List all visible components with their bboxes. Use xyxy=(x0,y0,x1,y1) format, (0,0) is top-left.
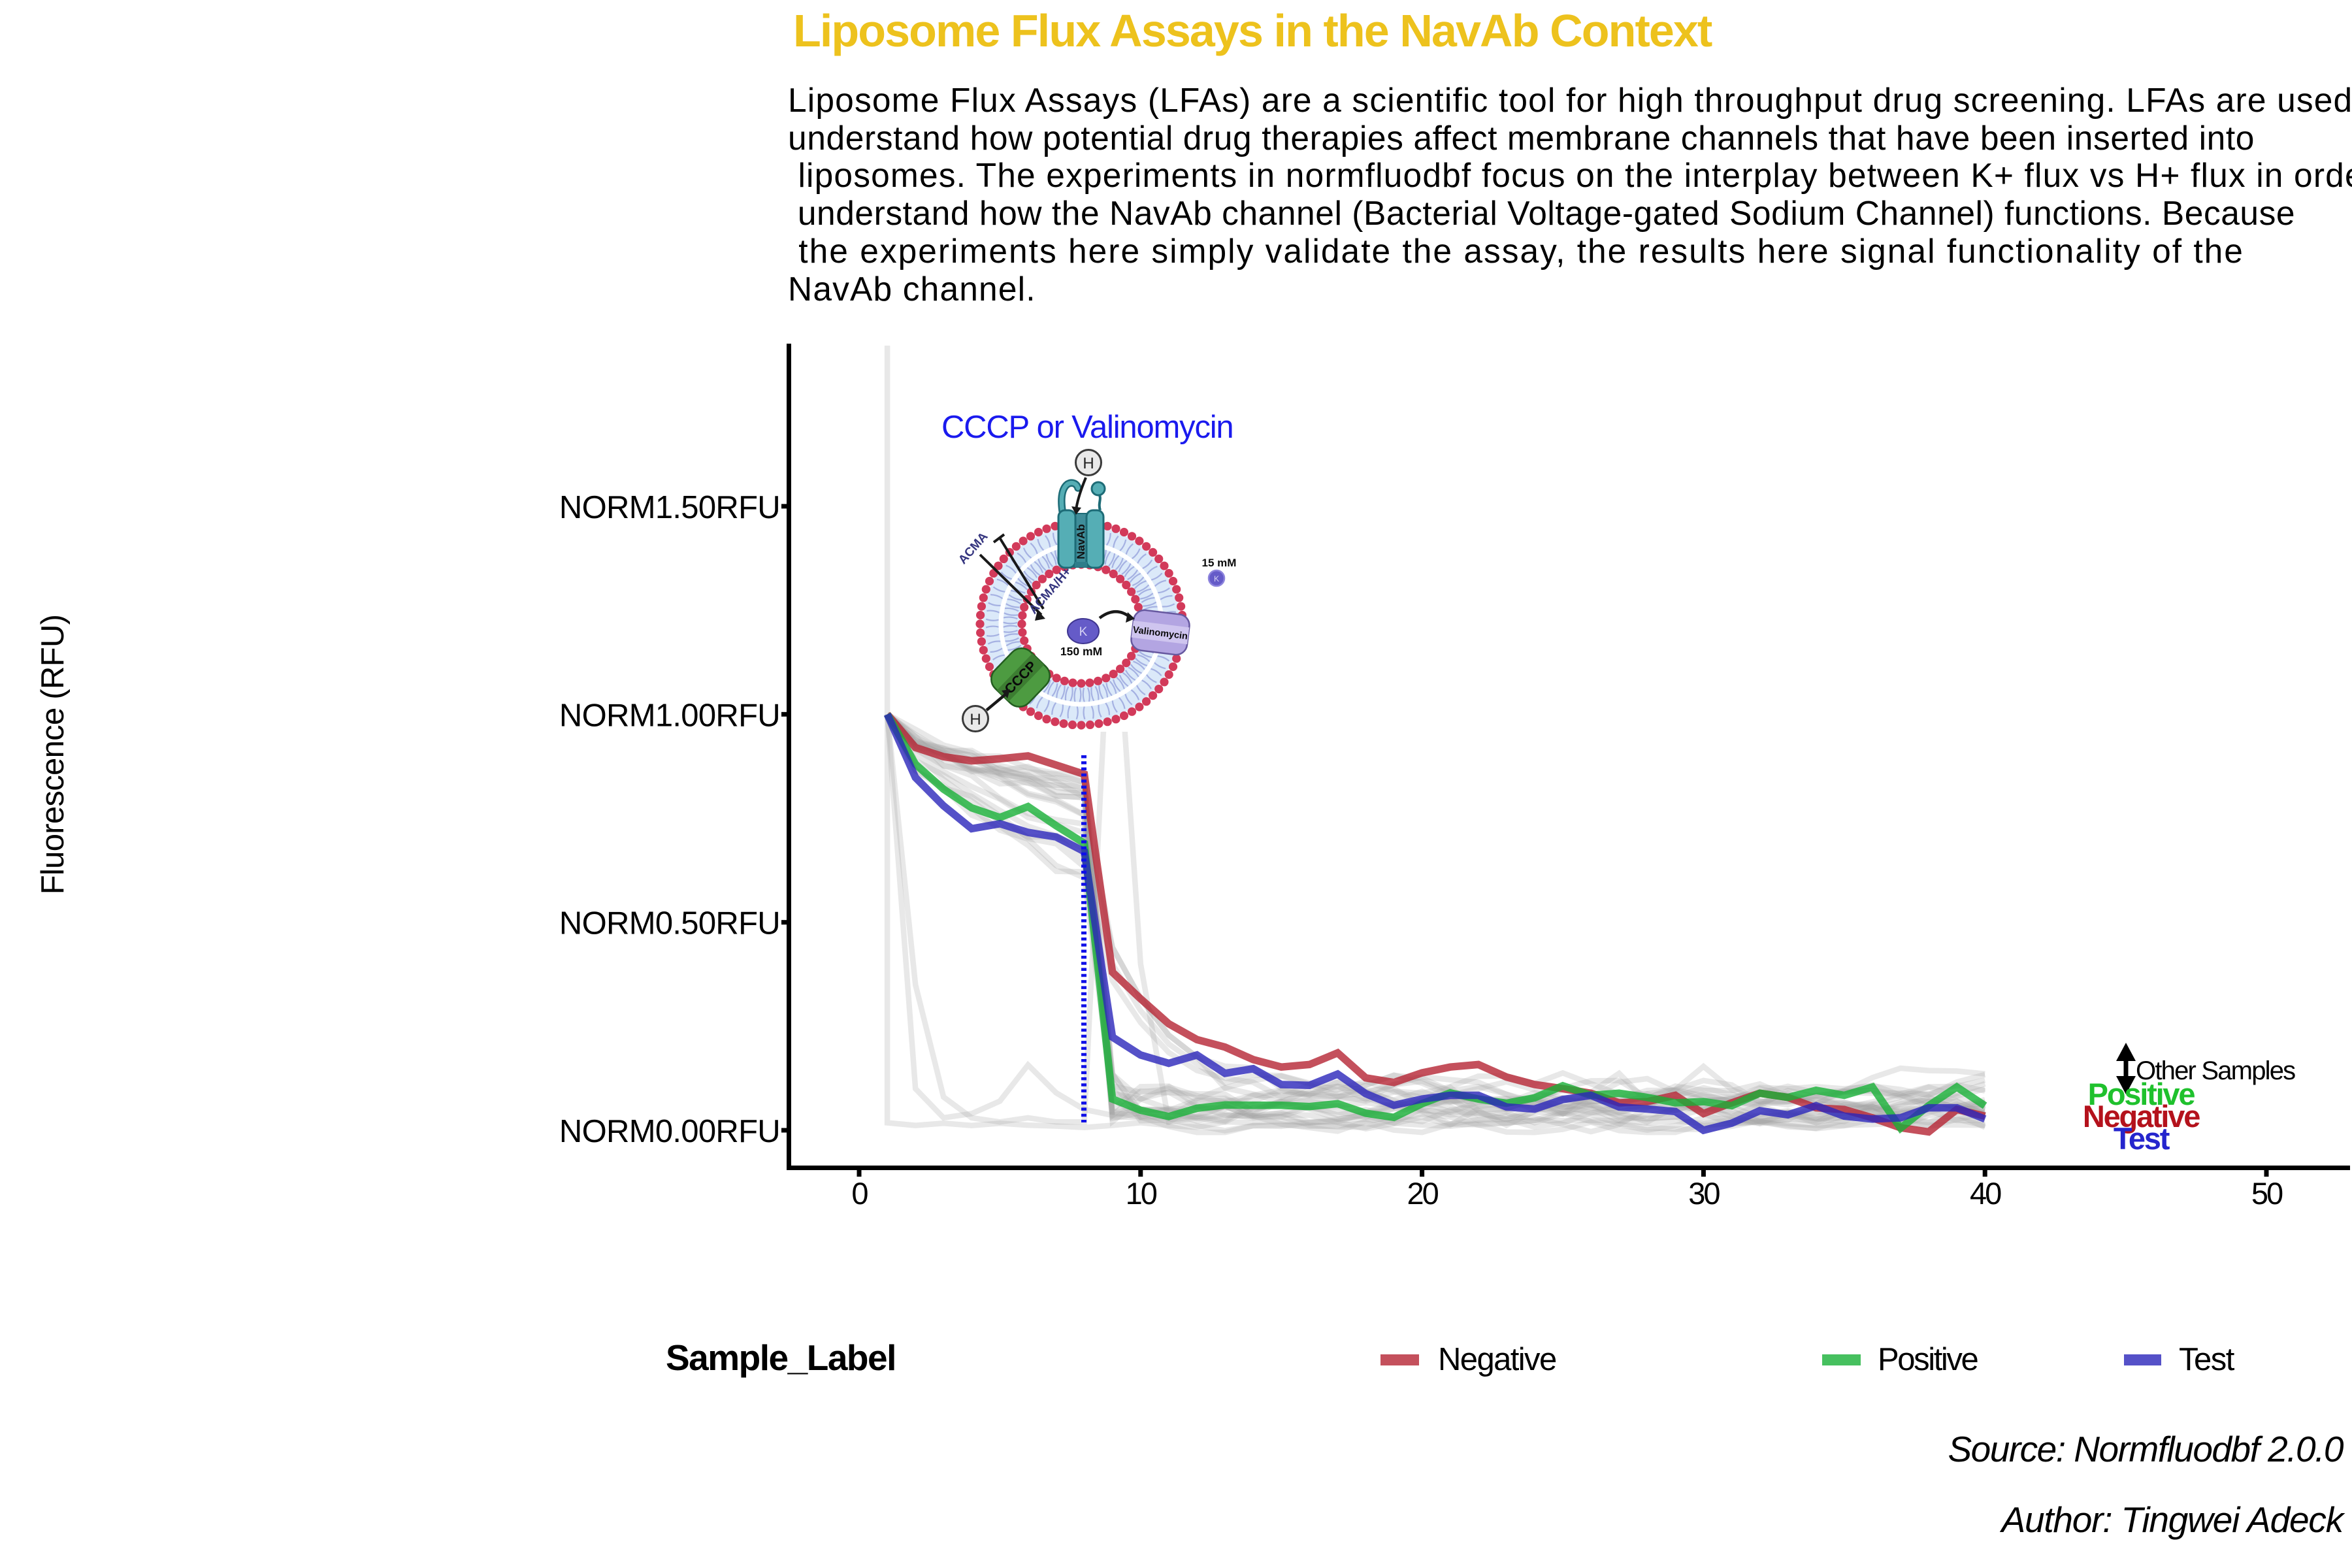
svg-text:K: K xyxy=(1079,625,1088,639)
svg-text:30: 30 xyxy=(1688,1176,1720,1211)
svg-text:NORM1.50RFU: NORM1.50RFU xyxy=(559,490,780,525)
svg-text:NORM1.00RFU: NORM1.00RFU xyxy=(559,698,780,733)
svg-text:40: 40 xyxy=(1970,1176,2001,1211)
svg-text:K: K xyxy=(1214,574,1219,583)
svg-text:Test: Test xyxy=(2179,1342,2235,1377)
svg-text:Positive: Positive xyxy=(1878,1342,1978,1377)
svg-text:Liposome Flux Assays (LFAs) ar: Liposome Flux Assays (LFAs) are a scient… xyxy=(788,81,2352,119)
svg-text:NORM0.00RFU: NORM0.00RFU xyxy=(559,1114,780,1149)
svg-text:15 mM: 15 mM xyxy=(1202,557,1237,569)
svg-text:10: 10 xyxy=(1126,1176,1157,1211)
svg-text:H: H xyxy=(970,711,981,728)
svg-text:liposomes. The experiments in: liposomes. The experiments in normfluodb… xyxy=(788,156,2352,194)
svg-text:Liposome Flux Assays in the Na: Liposome Flux Assays in the NavAb Contex… xyxy=(793,5,1712,56)
svg-text:Positive: Positive xyxy=(2088,1077,2195,1111)
svg-text:Source: Normfluodbf 2.0.0: Source: Normfluodbf 2.0.0 xyxy=(1948,1429,2344,1469)
svg-text:Sample_Label: Sample_Label xyxy=(666,1337,896,1378)
svg-text:the experiments here simply va: the experiments here simply validate the… xyxy=(788,232,2244,270)
svg-text:20: 20 xyxy=(1407,1176,1438,1211)
svg-text:CCCP or Valinomycin: CCCP or Valinomycin xyxy=(941,410,1233,445)
svg-text:NORM0.50RFU: NORM0.50RFU xyxy=(559,906,780,941)
svg-text:Test: Test xyxy=(2114,1121,2170,1156)
svg-text:NavAb: NavAb xyxy=(1075,524,1087,559)
svg-text:NavAb channel.: NavAb channel. xyxy=(788,270,1036,308)
svg-text:150 mM: 150 mM xyxy=(1060,645,1102,658)
svg-text:Author: Tingwei Adeck: Author: Tingwei Adeck xyxy=(1999,1499,2345,1540)
svg-text:H: H xyxy=(1083,455,1094,472)
svg-text:understand how potential drug: understand how potential drug therapies … xyxy=(788,119,2255,157)
svg-text:Negative: Negative xyxy=(1438,1342,1556,1377)
svg-text:0: 0 xyxy=(851,1176,868,1211)
svg-text:Other Samples: Other Samples xyxy=(2136,1056,2295,1085)
svg-text:understand how the NavAb chann: understand how the NavAb channel (Bacter… xyxy=(788,194,2295,232)
svg-text:50: 50 xyxy=(2251,1176,2283,1211)
svg-text:Fluorescence (RFU): Fluorescence (RFU) xyxy=(35,615,71,895)
svg-text:Negative: Negative xyxy=(2083,1099,2200,1134)
